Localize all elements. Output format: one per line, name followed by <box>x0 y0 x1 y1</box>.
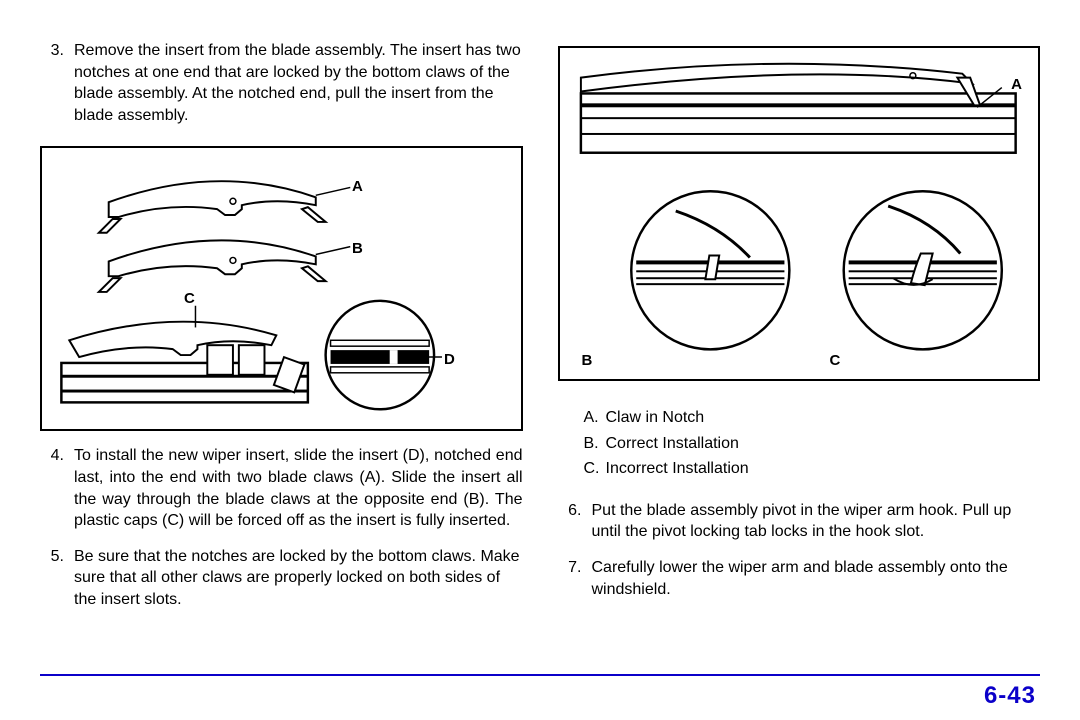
label-c: C <box>184 290 195 307</box>
footer-rule <box>40 674 1040 676</box>
label-c: C <box>830 352 841 369</box>
step-text: Be sure that the notches are locked by t… <box>74 546 523 611</box>
step-6: 6. Put the blade assembly pivot in the w… <box>558 500 1041 543</box>
label-d: D <box>444 351 455 368</box>
left-column: 3. Remove the insert from the blade asse… <box>40 40 523 650</box>
step-number: 3. <box>40 40 74 126</box>
label-a: A <box>1011 76 1022 93</box>
legend-text: Correct Installation <box>606 431 739 457</box>
step-4: 4. To install the new wiper insert, slid… <box>40 445 523 531</box>
step-number: 6. <box>558 500 592 543</box>
label-a: A <box>352 178 363 195</box>
step-text: Put the blade assembly pivot in the wipe… <box>592 500 1041 543</box>
legend: A. Claw in Notch B. Correct Installation… <box>584 405 1041 482</box>
label-b: B <box>582 352 593 369</box>
legend-letter: A. <box>584 405 606 431</box>
right-column: A B C A. Claw in Notch B. Correct Instal… <box>558 40 1041 650</box>
page-number: 6-43 <box>984 682 1036 710</box>
figure-2: A B C <box>558 46 1041 381</box>
label-b: B <box>352 240 363 257</box>
legend-text: Claw in Notch <box>606 405 705 431</box>
step-text: To install the new wiper insert, slide t… <box>74 445 523 531</box>
legend-c: C. Incorrect Installation <box>584 456 1041 482</box>
legend-b: B. Correct Installation <box>584 431 1041 457</box>
legend-letter: B. <box>584 431 606 457</box>
legend-a: A. Claw in Notch <box>584 405 1041 431</box>
step-number: 4. <box>40 445 74 531</box>
step-3: 3. Remove the insert from the blade asse… <box>40 40 523 126</box>
step-text: Carefully lower the wiper arm and blade … <box>592 557 1041 600</box>
step-5: 5. Be sure that the notches are locked b… <box>40 546 523 611</box>
legend-letter: C. <box>584 456 606 482</box>
step-number: 7. <box>558 557 592 600</box>
step-7: 7. Carefully lower the wiper arm and bla… <box>558 557 1041 600</box>
step-number: 5. <box>40 546 74 611</box>
step-text: Remove the insert from the blade assembl… <box>74 40 523 126</box>
figure-1: A B C D <box>40 146 523 431</box>
legend-text: Incorrect Installation <box>606 456 749 482</box>
